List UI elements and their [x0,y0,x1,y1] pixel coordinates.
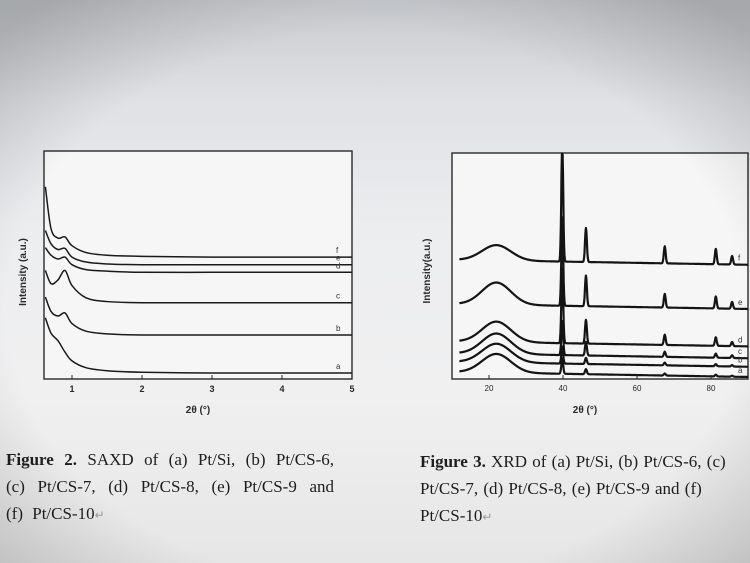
figure-2-x-tick-label: 5 [349,384,354,394]
figure-2-x-tick-label: 2 [139,384,144,394]
figure-3-series-e-label: e [738,298,743,307]
figure-2-x-tick-label: 3 [209,384,214,394]
figure-3-caption: Figure 3. XRD of (a) Pt/Si, (b) Pt/CS-6,… [420,452,726,525]
figure-3-x-axis-label: 2θ (°) [573,405,597,416]
figure-2-caption: Figure 2. SAXD of (a) Pt/Si, (b) Pt/CS-6… [6,450,334,523]
figure-3-x-tick-label: 20 [485,384,494,393]
figure-2-series-b-label: b [336,324,341,333]
figure-3-x-tick-label: 40 [559,384,568,393]
figure-3-x-tick-label: 60 [633,384,642,393]
figure-2-caption-label: Figure 2. [6,450,77,469]
figure-2-x-tick-label: 1 [69,384,74,394]
figure-2-series-a-label: a [336,362,341,371]
figure-3-series-c-label: c [738,347,742,356]
figure-3-series-d-label: d [738,335,742,344]
figure-2-x-axis-label: 2θ (°) [186,405,210,416]
figure-3-x-tick-label: 80 [707,384,716,393]
figure-3-y-axis-label: Intensity(a.u.) [422,238,433,303]
figure-3-caption-text: XRD of (a) Pt/Si, (b) Pt/CS-6, (c) Pt/CS… [420,452,726,525]
figure-3-series-b-label: b [738,356,743,365]
figure-2-series-c-label: c [336,292,340,301]
figure-2-caption-text: SAXD of (a) Pt/Si, (b) Pt/CS-6, (c) Pt/C… [6,450,334,523]
figure-2-y-axis-label: Intensity (a.u.) [18,238,29,306]
figure-3-caption-label: Figure 3. [420,452,486,471]
figure-2-x-tick-label: 4 [279,384,284,394]
figure-3-series-a-label: a [738,366,743,375]
